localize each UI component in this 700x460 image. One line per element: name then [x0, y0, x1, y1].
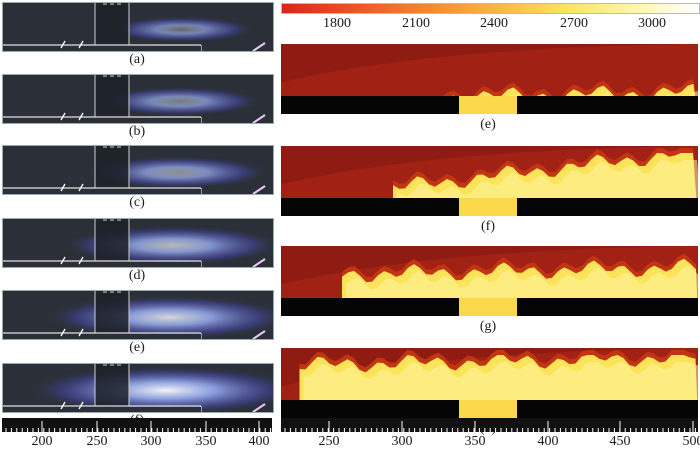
panel-label: (a)	[129, 52, 145, 67]
colorbar-tick-label: 2700	[560, 16, 588, 31]
right-axis-tick-label: 250	[318, 434, 340, 449]
left-axis-tick-label: 300	[140, 434, 162, 449]
left-axis-bar	[2, 418, 272, 432]
flame-photo	[3, 364, 273, 412]
left-axis-tick-label: 200	[31, 434, 53, 449]
right-axis-bar	[281, 418, 698, 432]
left-axis-tick-label: 400	[248, 434, 270, 449]
colorbar-tick-label: 2100	[402, 16, 430, 31]
flame-photo	[3, 291, 273, 339]
temperature-field-panel	[281, 44, 698, 114]
experimental-photo-panel	[2, 363, 274, 413]
panel-label: (b)	[128, 124, 146, 139]
temperature-field-panel	[281, 246, 698, 316]
colorbar-tick-label: 2400	[480, 16, 508, 31]
flame-photo	[3, 75, 273, 123]
panel-label: (e)	[129, 340, 145, 355]
experimental-photo-panel	[2, 218, 274, 268]
temperature-colorbar	[281, 3, 700, 14]
right-axis-tick-label: 450	[609, 434, 631, 449]
panel-label: (g)	[479, 319, 497, 334]
panel-label: (c)	[129, 195, 145, 210]
colorbar-tick-label: 3000	[638, 16, 666, 31]
flame-photo	[3, 146, 273, 194]
panel-label: (e)	[480, 117, 496, 132]
experimental-photo-panel	[2, 145, 274, 195]
temperature-field-panel	[281, 348, 698, 418]
right-axis-tick-label: 300	[391, 434, 413, 449]
experimental-photo-panel	[2, 2, 274, 52]
flame-photo	[3, 3, 273, 51]
left-axis-ruler	[5, 421, 272, 432]
colorbar-tick-label: 1800	[323, 16, 351, 31]
panel-label: (f)	[481, 219, 495, 234]
panel-label: (d)	[128, 268, 146, 283]
right-axis-tick-label: 400	[537, 434, 559, 449]
experimental-photo-panel	[2, 74, 274, 124]
flame-photo	[3, 219, 273, 267]
left-axis-tick-label: 350	[195, 434, 217, 449]
experimental-photo-panel	[2, 290, 274, 340]
temperature-field-panel	[281, 146, 698, 216]
right-axis-tick-label: 350	[464, 434, 486, 449]
left-axis-tick-label: 250	[86, 434, 108, 449]
right-axis-tick-label: 500	[682, 434, 700, 449]
right-axis-ruler	[284, 421, 696, 432]
